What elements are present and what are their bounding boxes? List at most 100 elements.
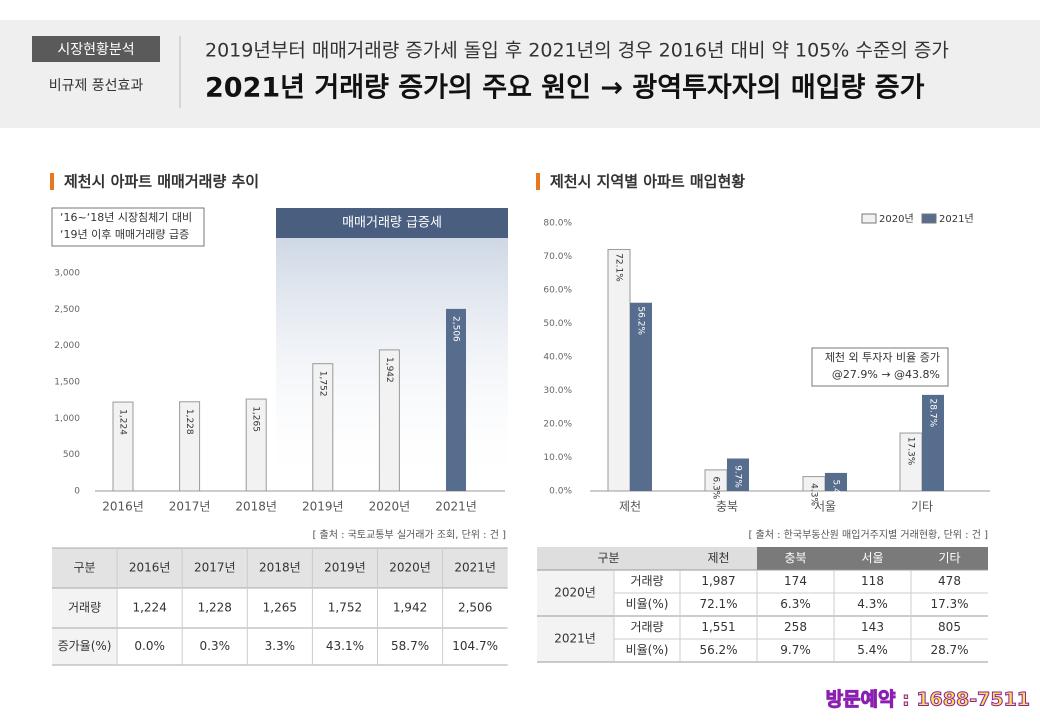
- y-tick-label: 10.0%: [543, 453, 572, 463]
- y-tick-label: 70.0%: [543, 252, 572, 262]
- table-header-bg: [680, 547, 757, 570]
- x-tick-label: 2018년: [235, 500, 277, 514]
- table-cell: 56.2%: [699, 643, 737, 657]
- table-cell: 72.1%: [699, 597, 737, 611]
- table-header: 2016년: [129, 561, 171, 575]
- table-first-col-bg: [52, 588, 118, 665]
- table-header: 구분: [74, 561, 96, 575]
- footer: 방문예약 : 1688-7511: [826, 689, 1030, 711]
- table-cell: 거래량: [630, 620, 663, 634]
- y-tick-label: 50.0%: [543, 319, 572, 329]
- table-header: 2017년: [194, 561, 236, 575]
- y-tick-label: 0: [74, 487, 80, 497]
- subtitle: 2019년부터 매매거래량 증가세 돌입 후 2021년의 경우 2016년 대…: [205, 40, 949, 62]
- value-label: 5.4%: [831, 479, 841, 502]
- table-cell: 1,265: [263, 601, 297, 615]
- table-group: 2021년: [554, 632, 596, 646]
- y-tick-label: 2,500: [54, 305, 80, 315]
- source: [ 출처 : 한국부동산원 매입거주지별 거래현황, 단위 : 건 ]: [748, 528, 988, 541]
- y-tick-label: 0.0%: [549, 487, 572, 497]
- tag: 시장현황분석: [57, 42, 134, 58]
- title-marker: [536, 173, 540, 190]
- bar: [630, 302, 652, 491]
- table-cell: 1,987: [701, 574, 735, 588]
- banner: 매매거래량 급증세: [342, 216, 442, 231]
- table-header: 2020년: [389, 561, 431, 575]
- table-cell: 4.3%: [857, 597, 888, 611]
- table-cell: 거래량: [68, 601, 101, 615]
- y-tick-label: 30.0%: [543, 386, 572, 396]
- table-header: 2021년: [454, 561, 496, 575]
- x-tick-label: 제천: [619, 499, 641, 514]
- table-cell: 118: [861, 574, 884, 588]
- table-cell: 258: [784, 620, 807, 634]
- table-header-bg: [52, 548, 508, 588]
- value-label: 1,265: [251, 406, 261, 432]
- table-cell: 28.7%: [930, 643, 968, 657]
- y-tick-label: 1,500: [54, 378, 80, 388]
- table-cell: 5.4%: [857, 643, 888, 657]
- table-header: 2019년: [324, 561, 366, 575]
- note-box: [51, 207, 205, 247]
- table-cell: 비율(%): [626, 597, 669, 611]
- table-cell: 거래량: [630, 574, 663, 588]
- source: [ 출처 : 국토교통부 실거래가 조회, 단위 : 건 ]: [312, 528, 506, 541]
- y-tick-label: 500: [63, 450, 80, 460]
- table-group: 2020년: [554, 586, 596, 600]
- table-cell: 0.0%: [134, 639, 165, 653]
- table-header-bg: [537, 547, 680, 570]
- y-tick-label: 60.0%: [543, 286, 572, 296]
- table-cell: 비율(%): [626, 643, 669, 657]
- value-label: 72.1%: [614, 253, 624, 282]
- table-header-bg: [757, 547, 834, 570]
- value-label: 28.7%: [928, 399, 938, 428]
- y-tick-label: 20.0%: [543, 420, 572, 430]
- x-tick-label: 2017년: [169, 500, 211, 514]
- value-label: 1,752: [317, 371, 327, 397]
- table-cell: 104.7%: [452, 639, 498, 653]
- table-cell: 9.7%: [780, 643, 811, 657]
- legend-label: 2020년: [879, 213, 914, 225]
- bar: [179, 401, 201, 492]
- table-header: 서울: [861, 551, 883, 565]
- legend-swatch: [861, 213, 877, 224]
- table-cell: 1,551: [701, 620, 735, 634]
- table-cell: 174: [784, 574, 807, 588]
- bar: [112, 401, 134, 492]
- tag2: 비규제 풍선효과: [49, 78, 144, 94]
- table-header: 충북: [784, 551, 806, 565]
- value-label: 4.3%: [809, 483, 819, 506]
- x-tick-label: 2019년: [302, 500, 344, 514]
- table-header-bg: [911, 547, 988, 570]
- note-box: [811, 347, 949, 387]
- table-header: 구분: [597, 551, 619, 565]
- table-cell: 6.3%: [780, 597, 811, 611]
- table-cell: 3.3%: [265, 639, 296, 653]
- table-header: 기타: [938, 551, 960, 565]
- table-header: 제천: [707, 550, 729, 565]
- note: @27.9% → @43.8%: [832, 368, 940, 381]
- value-label: 56.2%: [636, 306, 646, 335]
- table-header-bg: [834, 547, 911, 570]
- chart-title: 제천시 아파트 매매거래량 추이: [64, 173, 259, 191]
- bar: [825, 472, 847, 491]
- y-tick-label: 3,000: [54, 269, 80, 279]
- value-label: 6.3%: [711, 476, 721, 499]
- table-cell: 1,752: [328, 601, 362, 615]
- bar: [312, 363, 334, 492]
- title-marker: [50, 173, 54, 190]
- legend-swatch: [921, 213, 937, 224]
- bar: [446, 308, 466, 491]
- table-cell: 1,228: [198, 601, 232, 615]
- table-cell: 478: [938, 574, 961, 588]
- tag-box: [32, 36, 160, 62]
- banner-box: [276, 208, 508, 238]
- table-cell: 58.7%: [391, 639, 429, 653]
- x-tick-label: 서울: [814, 500, 836, 514]
- x-tick-label: 2016년: [102, 500, 144, 514]
- legend-label: 2021년: [939, 213, 974, 225]
- table-cell: 2,506: [458, 601, 492, 615]
- bar: [607, 248, 631, 492]
- table-cell: 증가율(%): [58, 639, 112, 653]
